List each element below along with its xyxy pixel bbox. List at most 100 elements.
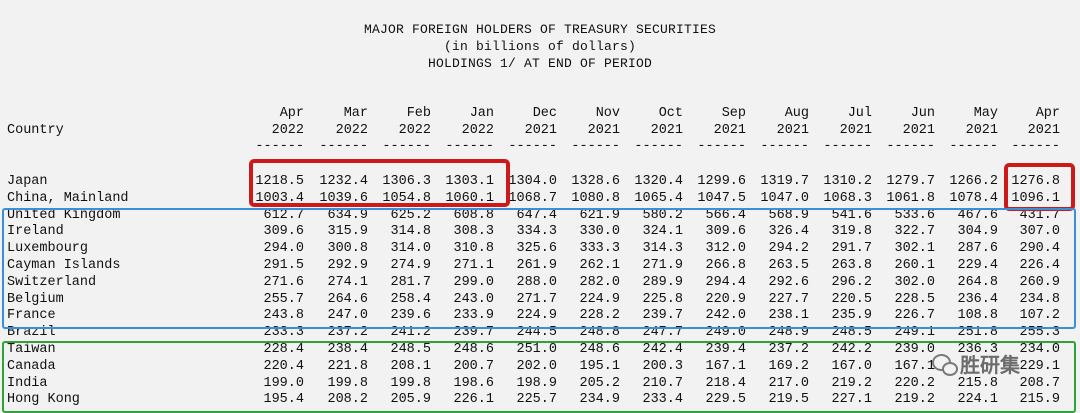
holding-value: 431.7: [1019, 208, 1060, 223]
holding-value: 1276.8: [1011, 174, 1060, 189]
column-separator: ------: [319, 139, 368, 154]
holding-value: 261.9: [516, 258, 557, 273]
column-header-month: Apr: [279, 106, 304, 121]
red-highlight-box-recent: [249, 159, 510, 207]
column-separator: ------: [823, 139, 872, 154]
holding-value: 1319.7: [760, 174, 809, 189]
holding-value: 566.4: [705, 208, 746, 223]
holding-value: 208.2: [327, 392, 368, 407]
holding-value: 334.3: [516, 224, 557, 239]
holding-value: 1306.3: [382, 174, 431, 189]
watermark-text: 胜研集: [960, 353, 1020, 377]
holding-value: 242.2: [831, 342, 872, 357]
green-highlight-box: [2, 341, 1076, 413]
holding-value: 167.0: [831, 359, 872, 374]
holding-value: 314.3: [642, 241, 683, 256]
holding-value: 167.1: [894, 359, 935, 374]
holding-value: 220.2: [894, 376, 935, 391]
holding-value: 322.7: [894, 224, 935, 239]
holding-value: 580.2: [642, 208, 683, 223]
column-separator: ------: [255, 139, 304, 154]
holding-value: 1060.1: [445, 191, 494, 206]
holding-value: 255.7: [263, 292, 304, 307]
blue-highlight-box: [2, 208, 1076, 329]
holding-value: 208.7: [1019, 376, 1060, 391]
holding-value: 202.0: [516, 359, 557, 374]
holding-value: 219.2: [831, 376, 872, 391]
title-line-1: MAJOR FOREIGN HOLDERS OF TREASURY SECURI…: [363, 22, 717, 37]
holding-value: 294.2: [768, 241, 809, 256]
column-separator: ------: [1011, 139, 1060, 154]
holding-value: 1054.8: [382, 191, 431, 206]
holding-value: 612.7: [263, 208, 304, 223]
holding-value: 314.0: [390, 241, 431, 256]
holding-value: 215.9: [1019, 392, 1060, 407]
holding-value: 248.6: [579, 342, 620, 357]
holding-value: 1047.0: [760, 191, 809, 206]
holding-value: 1218.5: [255, 174, 304, 189]
holding-value: 238.4: [327, 342, 368, 357]
holding-value: 1068.3: [823, 191, 872, 206]
column-header-month: Jan: [469, 106, 494, 121]
holding-value: 210.7: [642, 376, 683, 391]
holding-value: 290.4: [1019, 241, 1060, 256]
holding-value: 330.0: [579, 224, 620, 239]
holding-value: 229.1: [1019, 359, 1060, 374]
holding-value: 236.4: [957, 292, 998, 307]
column-separator: ------: [949, 139, 998, 154]
holding-value: 251.0: [516, 342, 557, 357]
holding-value: 199.0: [263, 376, 304, 391]
holding-value: 220.5: [831, 292, 872, 307]
holding-value: 324.1: [642, 224, 683, 239]
holding-value: 264.8: [957, 275, 998, 290]
holding-value: 233.9: [453, 308, 494, 323]
chat-bubble-icon: [932, 353, 958, 376]
holding-value: 467.6: [957, 208, 998, 223]
column-header-year: 2022: [398, 123, 431, 138]
country-name: United Kingdom: [7, 208, 121, 223]
holding-value: 1266.2: [949, 174, 998, 189]
holding-value: 226.1: [453, 392, 494, 407]
red-highlight-box-year-ago: [1004, 163, 1075, 211]
holding-value: 302.0: [894, 275, 935, 290]
holding-value: 239.4: [705, 342, 746, 357]
country-name: India: [7, 376, 48, 391]
country-column-header: Country: [7, 123, 64, 138]
holding-value: 229.5: [705, 392, 746, 407]
title-line-3: HOLDINGS 1/ AT END OF PERIOD: [427, 56, 653, 71]
holding-value: 239.6: [390, 308, 431, 323]
holding-value: 195.1: [579, 359, 620, 374]
holding-value: 1003.4: [255, 191, 304, 206]
country-name: Cayman Islands: [7, 258, 121, 273]
holding-value: 169.2: [768, 359, 809, 374]
holding-value: 271.7: [516, 292, 557, 307]
holding-value: 228.2: [579, 308, 620, 323]
column-header-month: Apr: [1035, 106, 1060, 121]
holding-value: 236.3: [957, 342, 998, 357]
column-header-year: 2021: [965, 123, 998, 138]
holding-value: 248.6: [453, 342, 494, 357]
country-name: Luxembourg: [7, 241, 89, 256]
holding-value: 234.8: [1019, 292, 1060, 307]
holding-value: 292.6: [768, 275, 809, 290]
country-name: Japan: [7, 174, 48, 189]
column-separator: ------: [760, 139, 809, 154]
holding-value: 225.7: [516, 392, 557, 407]
holding-value: 217.0: [768, 376, 809, 391]
column-separator: ------: [634, 139, 683, 154]
holding-value: 271.6: [263, 275, 304, 290]
country-name: Hong Kong: [7, 392, 80, 407]
column-header-month: May: [973, 106, 998, 121]
holding-value: 195.4: [263, 392, 304, 407]
holding-value: 1303.1: [445, 174, 494, 189]
holding-value: 310.8: [453, 241, 494, 256]
holding-value: 287.6: [957, 241, 998, 256]
column-header-year: 2021: [524, 123, 557, 138]
holding-value: 304.9: [957, 224, 998, 239]
holding-value: 326.4: [768, 224, 809, 239]
holding-value: 227.1: [831, 392, 872, 407]
holding-value: 308.3: [453, 224, 494, 239]
holding-value: 200.7: [453, 359, 494, 374]
holding-value: 208.1: [390, 359, 431, 374]
holding-value: 541.6: [831, 208, 872, 223]
